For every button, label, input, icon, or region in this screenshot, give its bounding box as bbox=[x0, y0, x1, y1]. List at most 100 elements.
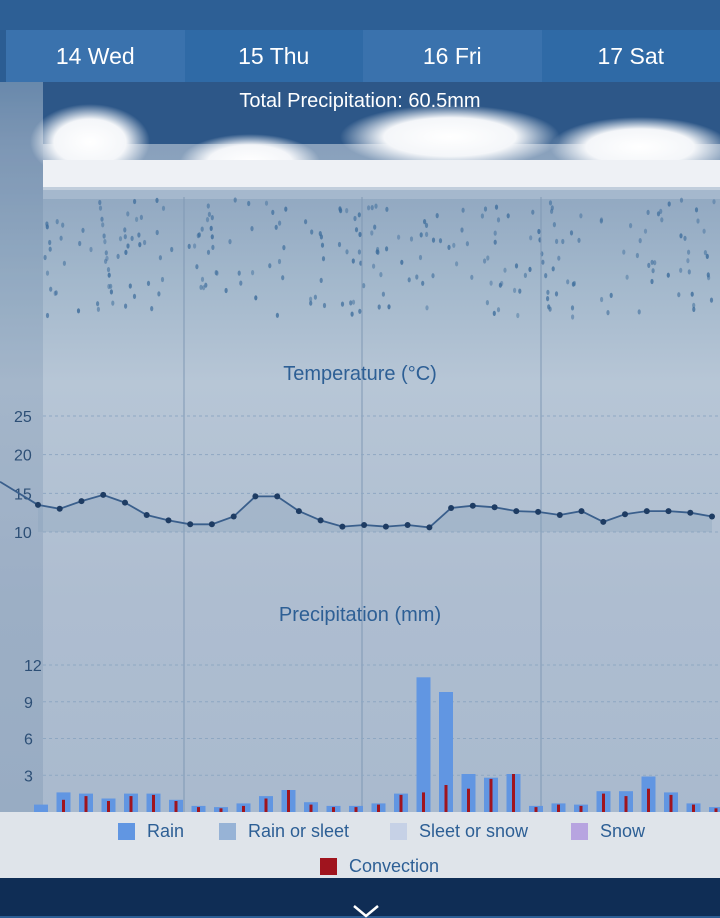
temperature-point bbox=[405, 522, 411, 528]
temperature-point bbox=[666, 508, 672, 514]
rain-drop bbox=[250, 226, 253, 231]
rain-drop bbox=[570, 230, 573, 235]
convection-bar bbox=[175, 801, 178, 812]
legend-item-convection: Convection bbox=[320, 856, 439, 877]
tab-day-2[interactable]: 15 Thu bbox=[185, 30, 364, 82]
rain-bar bbox=[34, 805, 48, 812]
rain-drop bbox=[157, 291, 160, 296]
rain-drop bbox=[99, 206, 102, 211]
temperature-point bbox=[57, 506, 63, 512]
rain-drop bbox=[497, 307, 500, 312]
tab-day-3[interactable]: 16 Fri bbox=[363, 30, 542, 82]
rain-drop bbox=[549, 200, 552, 205]
rain-drop bbox=[494, 240, 497, 245]
convection-bar bbox=[557, 805, 560, 812]
rain-drop bbox=[351, 312, 354, 317]
rain-drop bbox=[362, 283, 365, 288]
rain-drop bbox=[105, 250, 108, 255]
rain-drop bbox=[143, 240, 146, 245]
convection-bar bbox=[107, 801, 110, 812]
rain-drop bbox=[503, 268, 506, 273]
rain-drop bbox=[170, 247, 173, 252]
bottom-bar bbox=[0, 878, 720, 916]
rain-drop bbox=[124, 250, 127, 255]
rain-drop bbox=[126, 243, 129, 248]
rain-drop bbox=[495, 205, 498, 210]
temperature-point bbox=[209, 521, 215, 527]
rain-drop bbox=[370, 230, 373, 235]
legend-label: Convection bbox=[349, 856, 439, 877]
rain-drop bbox=[653, 260, 656, 265]
rain-drop bbox=[547, 304, 550, 309]
rain-drop bbox=[421, 281, 424, 286]
rain-drop bbox=[650, 279, 653, 284]
rain-drop bbox=[215, 271, 218, 276]
temperature-point bbox=[644, 508, 650, 514]
sleet-or-snow-swatch bbox=[390, 823, 407, 840]
rain-drop bbox=[193, 243, 196, 248]
rain-drop bbox=[197, 233, 200, 238]
tab-day-1[interactable]: 14 Wed bbox=[6, 30, 185, 82]
rain-drop bbox=[131, 236, 134, 241]
rain-drop bbox=[571, 305, 574, 310]
rain-drop bbox=[371, 205, 374, 210]
rain-drop bbox=[376, 250, 379, 255]
temperature-point bbox=[709, 514, 715, 520]
rain-drop bbox=[54, 291, 57, 296]
rain-drop bbox=[703, 229, 706, 234]
rain-drop bbox=[566, 279, 569, 284]
legend-item-snow: Snow bbox=[571, 821, 645, 842]
legend-item-rain-or-sleet: Rain or sleet bbox=[219, 821, 349, 842]
rain-drop bbox=[56, 219, 59, 224]
rain-drop bbox=[544, 273, 547, 278]
rain-drop bbox=[507, 213, 510, 218]
temperature-point bbox=[622, 511, 628, 517]
temperature-point bbox=[513, 508, 519, 514]
temperature-point bbox=[535, 509, 541, 515]
precipitation-tick-label: 3 bbox=[24, 768, 33, 785]
convection-bar bbox=[377, 805, 380, 812]
rain-drop bbox=[100, 217, 103, 222]
rain-drop bbox=[493, 311, 496, 316]
rain-drop bbox=[96, 301, 99, 306]
rain-drop bbox=[81, 228, 84, 233]
rain-drop bbox=[155, 198, 158, 203]
rain-drop bbox=[550, 209, 553, 214]
rain-drop bbox=[691, 292, 694, 297]
temperature-point bbox=[231, 514, 237, 520]
rain-drop bbox=[358, 309, 361, 314]
rain-drop bbox=[133, 294, 136, 299]
rain-drop bbox=[278, 221, 281, 226]
rain-drop bbox=[44, 255, 47, 260]
rain-drop bbox=[712, 199, 715, 204]
convection-bar bbox=[152, 795, 155, 812]
temperature-point bbox=[79, 498, 85, 504]
temperature-point bbox=[339, 524, 345, 530]
rain-drop bbox=[201, 277, 204, 282]
convection-bar bbox=[400, 795, 403, 812]
rain-drop bbox=[686, 258, 689, 263]
rain-drop bbox=[124, 234, 127, 239]
rain-drop bbox=[46, 313, 49, 318]
rain-drop bbox=[282, 245, 285, 250]
precipitation-tick-label: 9 bbox=[24, 695, 33, 712]
rain-drop bbox=[309, 301, 312, 306]
rain-drop bbox=[367, 205, 370, 210]
rain-drop bbox=[338, 242, 341, 247]
rain-drop bbox=[254, 295, 257, 300]
rain-drop bbox=[579, 213, 582, 218]
tab-day-4[interactable]: 17 Sat bbox=[542, 30, 720, 82]
rain-drop bbox=[452, 243, 455, 248]
convection-swatch bbox=[320, 858, 337, 875]
convection-bar bbox=[310, 805, 313, 812]
rain-drop bbox=[436, 213, 439, 218]
rain-drop bbox=[462, 208, 465, 213]
rain-drop bbox=[150, 306, 153, 311]
rain-drop bbox=[161, 277, 164, 282]
rain-drop bbox=[107, 267, 110, 272]
temperature-point bbox=[492, 504, 498, 510]
temperature-point bbox=[296, 508, 302, 514]
rain-drop bbox=[138, 242, 141, 247]
rain-drop bbox=[572, 282, 575, 287]
rain-drop bbox=[571, 314, 574, 319]
